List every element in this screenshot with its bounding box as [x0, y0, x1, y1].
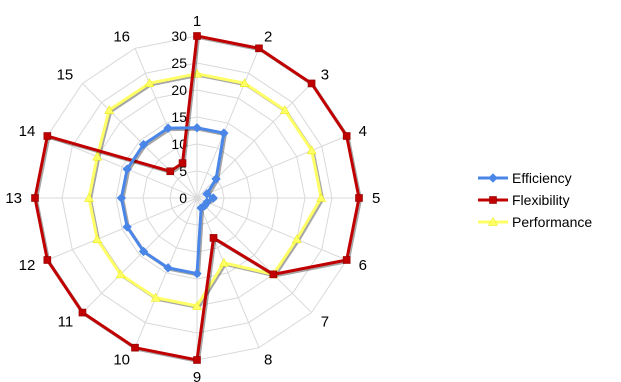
grid-spoke-14	[47, 135, 198, 199]
data-point-efficiency-10	[163, 263, 173, 273]
radial-tick-label: 20	[171, 82, 187, 98]
category-label-14: 14	[19, 123, 36, 140]
data-point-efficiency-14	[122, 164, 132, 174]
grid-spoke-11	[82, 197, 198, 313]
data-point-performance-11	[115, 269, 126, 279]
data-point-performance-3	[279, 105, 290, 114]
data-point-performance-14	[92, 151, 103, 161]
legend-item-performance: Performance	[478, 214, 592, 230]
data-point-flexibility-8	[209, 234, 218, 242]
legend-marker-efficiency	[488, 173, 498, 183]
legend-item-flexibility: Flexibility	[478, 192, 570, 208]
data-point-efficiency-9	[192, 268, 202, 279]
legend-marker-flexibility	[489, 196, 497, 204]
grid-spoke-2	[196, 48, 260, 199]
legend-label-efficiency: Efficiency	[512, 170, 572, 186]
data-point-performance-1	[192, 68, 202, 78]
data-point-flexibility-2	[255, 44, 263, 53]
data-point-efficiency-13	[116, 193, 127, 203]
category-label-4: 4	[359, 123, 367, 140]
data-point-performance-10	[150, 292, 161, 302]
data-point-flexibility-13	[31, 194, 39, 202]
data-point-performance-12	[92, 234, 103, 244]
data-point-efficiency-15	[138, 139, 149, 150]
data-point-flexibility-3	[307, 79, 316, 88]
legend-label-performance: Performance	[512, 214, 592, 230]
grid-spoke-7	[196, 197, 312, 313]
data-point-efficiency-11	[138, 246, 149, 257]
data-point-flexibility-11	[78, 308, 87, 317]
data-point-performance-6	[291, 234, 302, 244]
legend-marker-performance	[488, 216, 498, 226]
data-point-efficiency-12	[122, 222, 132, 232]
category-label-16: 16	[113, 28, 130, 45]
category-label-8: 8	[264, 352, 272, 369]
series-performance	[84, 68, 327, 310]
data-point-flexibility-9	[193, 356, 201, 364]
category-label-15: 15	[57, 66, 74, 83]
data-point-performance-2	[239, 78, 250, 88]
legend: Efficiency Flexibility Performance	[478, 170, 592, 230]
legend-item-efficiency: Efficiency	[478, 170, 572, 186]
radial-tick-label: 25	[171, 55, 187, 71]
data-point-flexibility-6	[342, 256, 351, 264]
grid-spoke-6	[196, 197, 347, 261]
category-label-13: 13	[5, 190, 22, 207]
series-layer	[31, 32, 363, 364]
radial-tick-label: 5	[179, 163, 187, 179]
data-point-flexibility-16	[178, 159, 187, 167]
category-label-5: 5	[372, 190, 380, 207]
grid-spoke-10	[134, 197, 198, 348]
data-point-efficiency-5	[208, 193, 218, 203]
data-point-performance-13	[84, 192, 94, 202]
category-label-10: 10	[113, 352, 130, 369]
grid-spoke-12	[47, 197, 198, 261]
data-point-flexibility-7	[269, 270, 278, 279]
data-point-efficiency-2	[219, 128, 229, 138]
grid-spoke-4	[196, 135, 347, 199]
data-point-flexibility-12	[43, 256, 52, 264]
grid-spoke-16	[134, 48, 198, 199]
data-point-performance-9	[192, 300, 202, 310]
data-point-performance-8	[218, 257, 229, 267]
data-point-flexibility-5	[355, 194, 363, 202]
data-point-efficiency-8	[196, 203, 206, 213]
data-point-efficiency-3	[211, 174, 221, 184]
data-point-flexibility-10	[131, 343, 139, 352]
data-point-flexibility-1	[193, 32, 201, 40]
data-point-flexibility-4	[342, 132, 351, 140]
radial-tick-label: 15	[171, 109, 187, 125]
radial-tick-label: 30	[171, 28, 187, 44]
category-label-12: 12	[19, 257, 36, 274]
category-label-11: 11	[58, 314, 74, 331]
category-label-2: 2	[264, 28, 272, 45]
grid-spoke-15	[82, 83, 198, 199]
data-point-performance-16	[144, 78, 155, 88]
category-label-1: 1	[193, 13, 201, 30]
category-label-7: 7	[321, 314, 329, 331]
data-point-performance-5	[316, 192, 327, 202]
category-label-9: 9	[193, 369, 201, 382]
data-point-performance-15	[104, 105, 115, 114]
radial-tick-label: 0	[179, 190, 187, 206]
category-label-3: 3	[321, 66, 329, 83]
series-flexibility	[31, 32, 363, 364]
category-label-6: 6	[359, 257, 367, 274]
data-point-performance-4	[306, 145, 317, 155]
data-point-flexibility-15	[166, 167, 175, 176]
grid-spoke-8	[196, 197, 260, 348]
data-point-flexibility-14	[43, 132, 52, 140]
data-point-efficiency-16	[163, 123, 173, 133]
series-efficiency	[116, 123, 229, 279]
legend-label-flexibility: Flexibility	[512, 192, 570, 208]
data-point-efficiency-1	[192, 123, 202, 133]
